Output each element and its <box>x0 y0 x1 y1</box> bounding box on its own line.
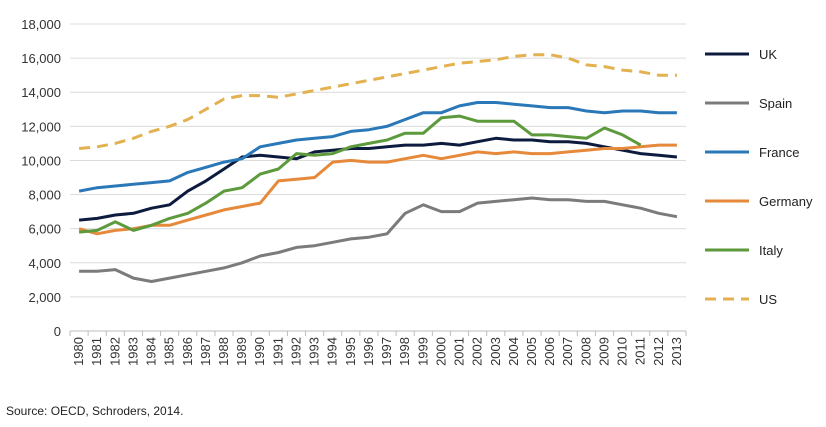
source-note: Source: OECD, Schroders, 2014. <box>6 404 184 418</box>
x-tick-label: 1995 <box>343 337 358 366</box>
series-line-germany <box>78 143 677 236</box>
x-tick-label: 2001 <box>452 337 467 366</box>
x-tick-label: 1980 <box>71 337 86 366</box>
y-tick-label: 4,000 <box>28 256 61 271</box>
x-tick-label: 1982 <box>107 337 122 366</box>
series-line-uk <box>78 136 678 222</box>
x-axis-ticks: 1980 1981 1982 1983 1984 1985 1986 1987 1988 1989… <box>69 331 687 366</box>
x-tick-label: 1991 <box>270 337 285 366</box>
y-tick-label: 14,000 <box>21 85 61 100</box>
y-tick-label: 6,000 <box>28 222 61 237</box>
x-tick-label: 2004 <box>506 337 521 366</box>
legend-label: Italy <box>759 243 783 258</box>
x-tick-label: 2002 <box>470 337 485 366</box>
x-tick-label: 2012 <box>651 337 666 366</box>
x-tick-label: 1996 <box>361 337 376 366</box>
x-tick-label: 1981 <box>89 337 104 366</box>
y-tick-label: 12,000 <box>21 119 61 134</box>
y-axis-ticks: 0 2,000 4,000 6,000 8,000 10,000 12,000 14,000 1… <box>21 17 61 339</box>
legend-label: UK <box>759 47 777 62</box>
legend-label: Germany <box>759 194 813 209</box>
x-tick-label: 2008 <box>578 337 593 366</box>
legend-item-uk: UK <box>705 47 777 62</box>
y-tick-label: 10,000 <box>21 153 61 168</box>
series-line-us <box>78 53 677 150</box>
legend-label: Spain <box>759 96 792 111</box>
x-tick-label: 2013 <box>669 337 684 366</box>
x-tick-label: 2005 <box>524 337 539 366</box>
legend-label: France <box>759 145 799 160</box>
x-tick-label: 1983 <box>125 337 140 366</box>
series-line-france <box>78 101 677 193</box>
y-tick-label: 18,000 <box>21 17 61 32</box>
legend-item-us: US <box>705 292 777 307</box>
y-tick-label: 16,000 <box>21 51 61 66</box>
x-tick-label: 2007 <box>560 337 575 366</box>
x-tick-label: 1986 <box>180 337 195 366</box>
legend-item-italy: Italy <box>705 243 783 258</box>
x-tick-label: 1987 <box>198 337 213 366</box>
x-tick-label: 1998 <box>397 337 412 366</box>
x-tick-label: 2009 <box>596 337 611 366</box>
x-tick-label: 2010 <box>615 337 630 366</box>
x-tick-label: 1988 <box>216 337 231 366</box>
y-tick-label: 0 <box>54 324 61 339</box>
x-tick-label: 1999 <box>415 337 430 366</box>
y-tick-label: 8,000 <box>28 188 61 203</box>
x-tick-label: 1985 <box>162 337 177 366</box>
x-tick-label: 1989 <box>234 337 249 366</box>
x-tick-label: 2000 <box>433 337 448 366</box>
x-tick-label: 1994 <box>325 337 340 366</box>
x-tick-label: 1984 <box>144 337 159 366</box>
x-tick-label: 1993 <box>307 337 322 366</box>
series-line-spain <box>79 196 678 283</box>
x-tick-label: 2011 <box>633 337 648 365</box>
legend-item-spain: Spain <box>705 96 792 111</box>
x-tick-label: 1997 <box>379 337 394 366</box>
legend-item-france: France <box>705 145 799 160</box>
x-tick-label: 1990 <box>252 337 267 366</box>
x-tick-label: 2003 <box>488 337 503 366</box>
legend: UK Spain France Germany Italy US <box>705 47 813 307</box>
gridlines <box>70 23 686 332</box>
series-lines <box>78 53 678 283</box>
legend-label: US <box>759 292 777 307</box>
y-tick-label: 2,000 <box>28 290 61 305</box>
legend-item-germany: Germany <box>705 194 813 209</box>
series-line-italy <box>78 114 642 234</box>
x-tick-label: 1992 <box>288 337 303 366</box>
x-tick-label: 2006 <box>542 337 557 366</box>
